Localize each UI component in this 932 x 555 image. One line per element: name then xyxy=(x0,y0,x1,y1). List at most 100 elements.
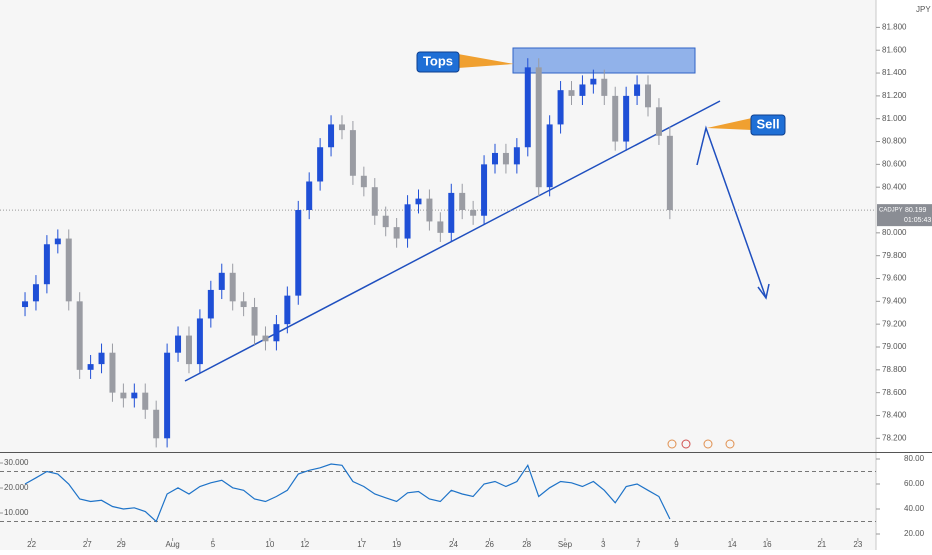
candle-body xyxy=(404,204,411,239)
candle-body xyxy=(655,107,662,136)
candle-body xyxy=(415,198,422,205)
candle-body xyxy=(240,301,247,308)
candle-body xyxy=(251,307,258,336)
sell-arrow xyxy=(696,125,767,299)
candle-body xyxy=(349,130,356,176)
y-tick-label: 81.800 xyxy=(882,23,907,32)
y-tick-label: 80.400 xyxy=(882,182,907,191)
plot-background xyxy=(0,0,876,550)
candle-body xyxy=(153,409,160,439)
x-tick-label: 21 xyxy=(817,540,826,549)
candle-body xyxy=(481,164,488,216)
y-tick-label: 79.200 xyxy=(882,319,907,328)
candle-body xyxy=(273,324,280,342)
x-tick-label: Aug xyxy=(165,540,179,549)
event-icon[interactable] xyxy=(703,439,713,449)
y-tick-label: 78.800 xyxy=(882,365,907,374)
candle-body xyxy=(22,301,29,308)
x-tick-label: 24 xyxy=(449,540,458,549)
candle-body xyxy=(666,135,673,211)
currency-label: JPY xyxy=(916,5,931,14)
y-tick-label: 20.00 xyxy=(904,529,925,538)
x-tick-label: 12 xyxy=(300,540,309,549)
y-tick-label: 79.400 xyxy=(882,296,907,305)
candle-body xyxy=(120,392,127,399)
y-tick-label: 81.000 xyxy=(882,114,907,123)
y-tick-label: 40.00 xyxy=(904,504,925,513)
candle-body xyxy=(634,84,641,96)
event-icon[interactable] xyxy=(681,439,691,449)
countdown-label: 01:05:43 xyxy=(904,217,931,224)
symbol-label: CADJPY xyxy=(879,208,903,214)
y-tick-label: 80.00 xyxy=(904,454,925,463)
sell-label: Sell xyxy=(756,116,779,131)
last-price-label: 80.199 xyxy=(905,207,927,214)
y-tick-label: 81.400 xyxy=(882,68,907,77)
candle-body xyxy=(109,352,116,393)
x-tick-label: 14 xyxy=(728,540,737,549)
candle-body xyxy=(382,215,389,228)
candle-body xyxy=(87,364,94,370)
y-tick-label: 81.600 xyxy=(882,45,907,54)
y-tick-label: 79.000 xyxy=(882,342,907,351)
x-tick-label: 26 xyxy=(485,540,494,549)
x-tick-label: 22 xyxy=(27,540,36,549)
candle-body xyxy=(175,335,182,353)
x-tick-label: 29 xyxy=(117,540,126,549)
x-tick-label: 28 xyxy=(522,540,531,549)
candle-body xyxy=(459,192,466,211)
indicator-line xyxy=(24,463,671,523)
candle-body xyxy=(579,84,586,96)
x-tick-label: 16 xyxy=(763,540,772,549)
candle-body xyxy=(306,181,313,211)
candle-body xyxy=(164,352,171,439)
x-tick-label: 3 xyxy=(601,540,606,549)
y-tick-label: 79.600 xyxy=(882,274,907,283)
tops-pointer xyxy=(458,54,514,68)
y-tick-label: 80.800 xyxy=(882,137,907,146)
candle-body xyxy=(196,318,203,365)
candle-body xyxy=(546,124,553,188)
candle-body xyxy=(43,244,50,285)
candle-body xyxy=(295,210,302,296)
candle-body xyxy=(470,210,477,216)
tops-label-box xyxy=(416,51,460,73)
candle-body xyxy=(502,152,509,165)
candle-body xyxy=(65,238,72,302)
candle-body xyxy=(98,352,105,365)
sell-pointer xyxy=(707,118,752,130)
y2-tick-label: 20.000 xyxy=(4,483,29,492)
y2-tick-label: 10.000 xyxy=(4,508,29,517)
y-tick-label: 80.000 xyxy=(882,228,907,237)
candle-body xyxy=(229,272,236,302)
x-tick-label: 10 xyxy=(265,540,274,549)
candle-body xyxy=(207,289,214,319)
y-tick-label: 78.600 xyxy=(882,388,907,397)
candle-body xyxy=(448,192,455,233)
candle-body xyxy=(328,124,335,148)
candle-body xyxy=(54,238,61,245)
x-tick-label: 19 xyxy=(392,540,401,549)
candle-body xyxy=(218,272,225,290)
x-tick-label: 9 xyxy=(674,540,679,549)
x-tick-label: 27 xyxy=(83,540,92,549)
sell-label-box xyxy=(750,114,786,136)
y-tick-label: 80.600 xyxy=(882,159,907,168)
event-icon[interactable] xyxy=(667,439,677,449)
sell-arrow-head xyxy=(757,283,770,300)
candle-body xyxy=(535,67,542,188)
candle-body xyxy=(76,301,83,370)
candle-body xyxy=(262,335,269,342)
x-tick-label: 5 xyxy=(211,540,216,549)
tops-label: Tops xyxy=(423,53,453,68)
y-tick-label: 78.200 xyxy=(882,433,907,442)
y-tick-label: 81.200 xyxy=(882,91,907,100)
candle-body xyxy=(590,78,597,85)
y2-tick-label: 30.000 xyxy=(4,458,29,467)
candle-body xyxy=(131,392,138,399)
candle-body xyxy=(557,90,564,125)
candle-body xyxy=(185,335,192,365)
x-tick-label: 23 xyxy=(853,540,862,549)
candle-body xyxy=(568,90,575,96)
event-icon[interactable] xyxy=(725,439,735,449)
